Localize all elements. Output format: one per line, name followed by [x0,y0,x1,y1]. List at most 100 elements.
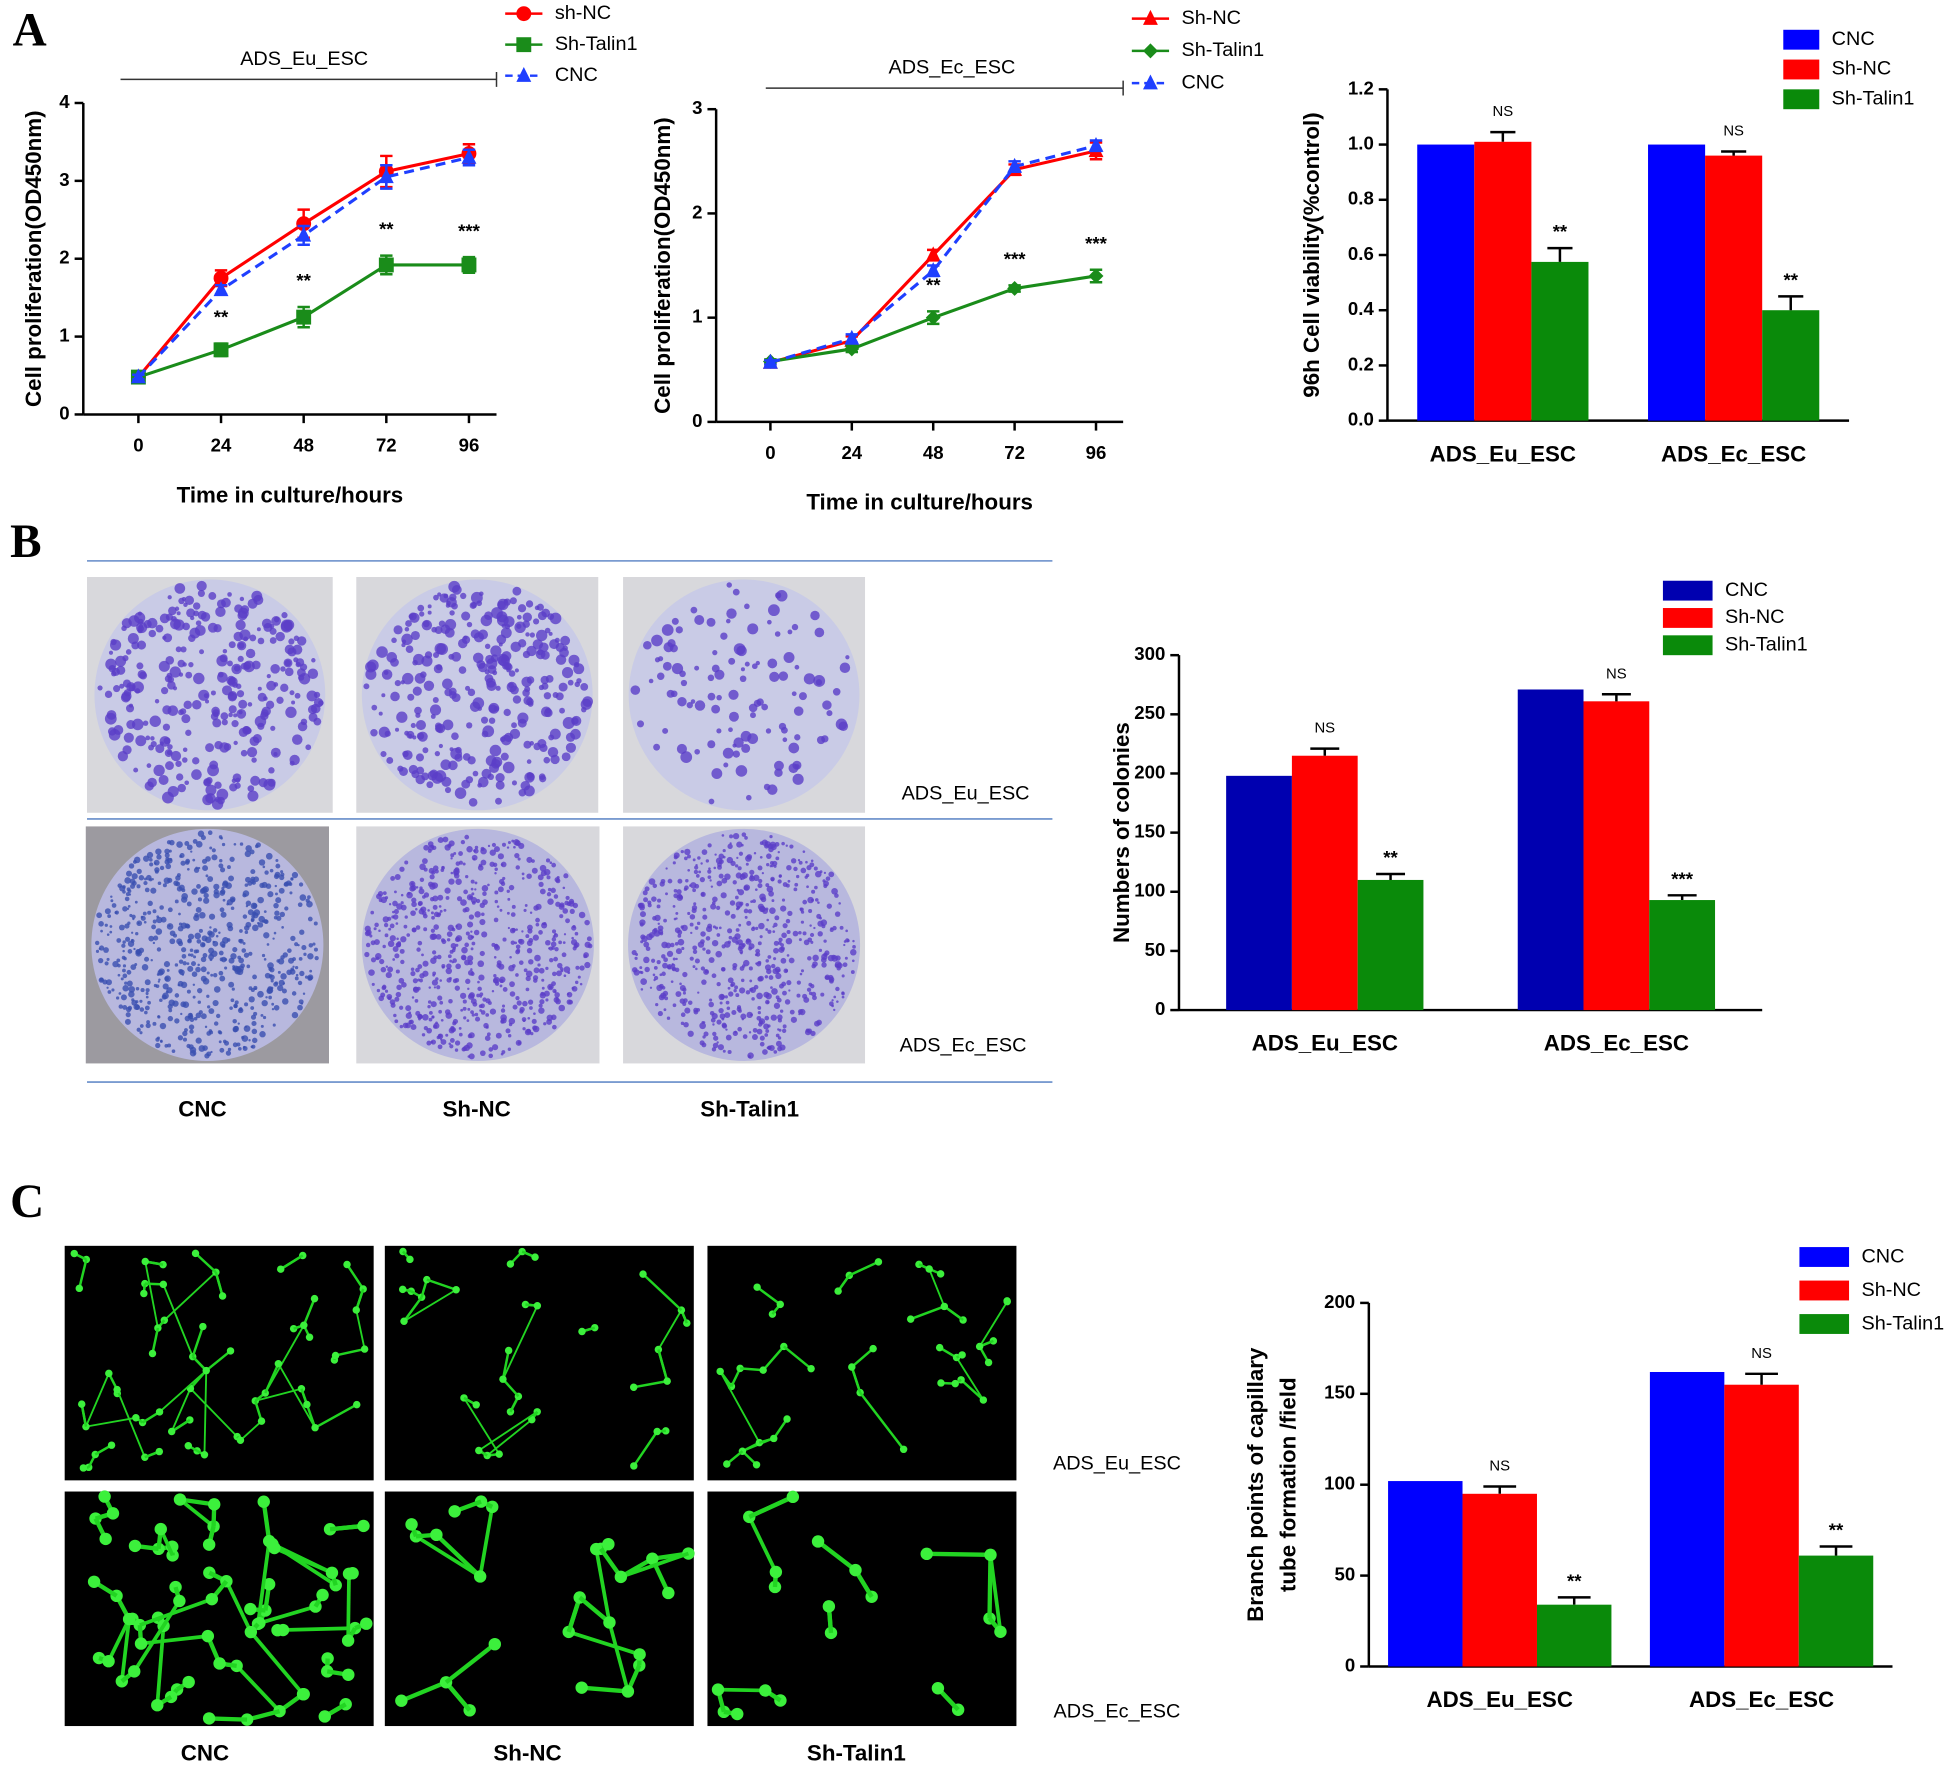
colony [461,947,468,954]
colony [168,1008,172,1012]
node [662,1587,674,1599]
colony [188,939,192,943]
colony [507,898,510,901]
colony [773,923,777,927]
colony [264,910,267,913]
colony [271,1003,274,1006]
node [770,1435,777,1442]
colony [144,1011,148,1015]
colony [172,1049,176,1053]
colony [831,955,836,960]
colony [685,879,688,882]
colony [677,744,687,754]
colony [229,641,236,648]
colony [735,896,739,900]
legend-swatch [1799,1247,1849,1267]
colony [708,875,712,879]
colony [128,889,132,893]
colony [678,939,685,946]
colony [527,928,532,933]
colony [283,952,288,957]
colony [146,996,149,999]
colony [657,672,664,679]
bar [1358,880,1424,1010]
colony [366,943,370,947]
colony [654,966,658,970]
colony [168,786,179,797]
node [360,1617,372,1629]
colony [176,773,183,780]
colony [405,1005,411,1011]
colony [649,878,656,885]
colony [765,975,768,978]
colony [134,857,140,863]
colony [427,1005,430,1008]
colony [287,948,292,953]
colony [526,971,533,978]
colony [571,716,581,726]
colony [307,895,311,899]
colony [579,912,586,919]
colony [737,1027,742,1032]
colony [723,763,728,768]
colony [151,959,153,961]
colony [139,1031,142,1034]
colony [164,737,171,744]
colony [175,963,178,966]
colony [639,905,645,911]
colony [675,958,677,960]
colony [238,656,244,662]
colony [511,940,515,944]
significance-label: ** [1783,269,1798,290]
colony [153,920,157,924]
significance-label: NS [1493,104,1514,120]
colony [476,994,480,998]
colony [795,665,800,670]
column-label: CNC [178,1096,226,1121]
node [505,1347,512,1354]
colony [116,958,120,962]
colony [726,608,736,618]
colony [272,1008,274,1010]
colony [488,774,494,780]
colony [439,744,443,748]
colony [682,988,686,992]
colony [295,693,301,699]
colony [258,922,263,927]
colony [535,918,540,923]
colony [776,995,780,999]
colony [208,830,213,835]
colony [263,1016,266,1019]
colony [122,890,126,894]
colony [525,904,528,907]
colony [437,895,443,901]
colony [223,899,226,902]
colony [780,946,785,951]
colony [437,592,441,596]
colony [803,850,806,853]
colony [284,906,288,910]
colony [679,983,682,986]
colony [238,700,247,709]
colony [162,992,169,999]
colony [729,712,739,722]
colony [379,712,383,716]
node [332,1352,339,1359]
colony [746,795,752,801]
colony [801,969,804,972]
colony [675,912,678,915]
colony [176,646,182,652]
colony [769,1045,775,1051]
colony [546,875,550,879]
colony [530,911,532,913]
colony [301,719,307,725]
title-bracket [766,81,1123,96]
colony [713,867,716,870]
colony [511,722,517,728]
colony [653,928,657,932]
colony [165,656,174,665]
colony [438,1033,444,1039]
colony [244,1025,251,1032]
colony [527,948,532,953]
colony [518,939,523,944]
